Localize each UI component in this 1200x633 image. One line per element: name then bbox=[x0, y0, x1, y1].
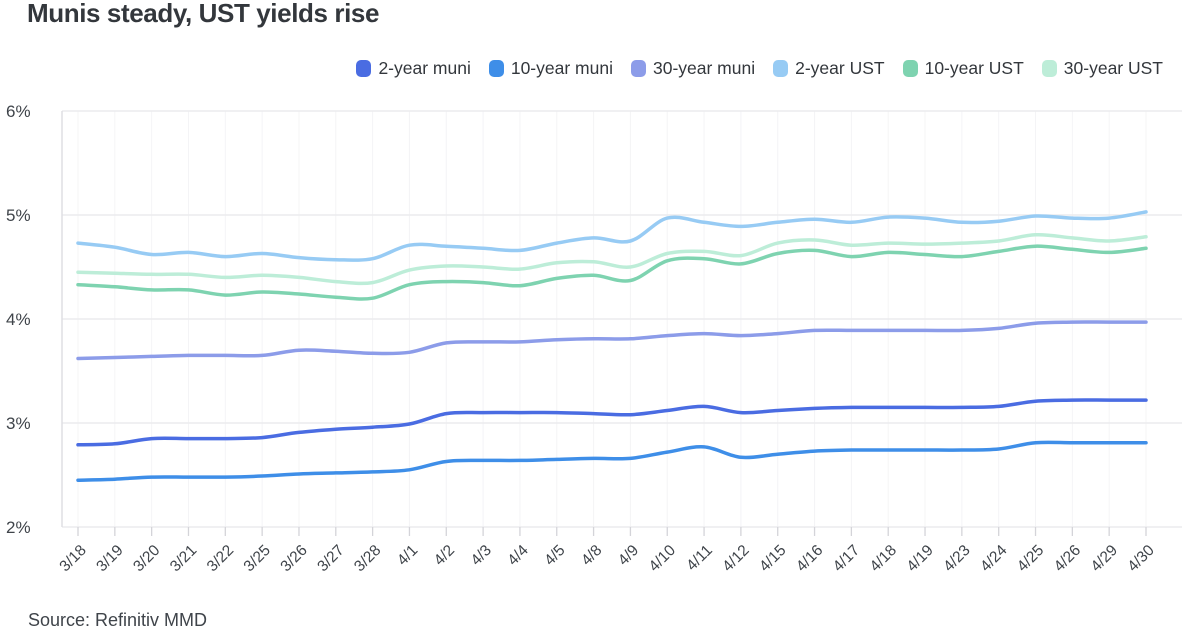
x-axis-label: 3/19 bbox=[93, 542, 126, 575]
legend-label: 2-year UST bbox=[795, 57, 885, 78]
legend-swatch-30-year-muni bbox=[630, 59, 646, 77]
x-axis-label: 4/25 bbox=[1014, 542, 1047, 575]
x-axis-label: 4/8 bbox=[578, 542, 605, 569]
series-line-10-year-ust bbox=[76, 244, 1148, 301]
x-axis-label: 4/18 bbox=[867, 542, 900, 575]
series-line-30-year-ust bbox=[76, 232, 1148, 286]
legend-label: 10-year UST bbox=[924, 57, 1024, 78]
y-axis-label: 6% bbox=[6, 102, 31, 121]
x-axis-label: 4/19 bbox=[904, 542, 937, 575]
series-line-2-year-ust bbox=[76, 210, 1148, 262]
y-axis-label: 4% bbox=[6, 310, 31, 329]
x-axis-label: 4/10 bbox=[646, 542, 680, 576]
legend-label: 10-year muni bbox=[510, 57, 613, 78]
x-axis-label: 4/1 bbox=[394, 542, 421, 569]
x-axis-label: 4/4 bbox=[504, 542, 532, 570]
y-axis-label: 3% bbox=[6, 414, 31, 433]
legend-label: 2-year muni bbox=[378, 57, 471, 78]
legend-item-30-year-muni: 30-year muni bbox=[630, 57, 756, 79]
series-line-2-year-muni bbox=[76, 398, 1148, 447]
x-axis-label: 3/27 bbox=[314, 542, 347, 575]
x-axis-label: 4/30 bbox=[1124, 542, 1158, 576]
x-axis-label: 4/24 bbox=[977, 542, 1011, 576]
x-axis-label: 3/18 bbox=[56, 542, 89, 575]
legend-swatch-30-year-ust bbox=[1041, 59, 1057, 77]
legend-swatch-10-year-ust bbox=[902, 59, 918, 77]
page-title: Munis steady, UST yields rise bbox=[27, 0, 380, 28]
x-axis-label: 3/25 bbox=[241, 542, 274, 575]
x-axis-label: 4/12 bbox=[719, 542, 752, 575]
legend-item-30-year-ust: 30-year UST bbox=[1041, 57, 1163, 79]
legend: 2-year muni 10-year muni 30-year muni 2-yea… bbox=[356, 55, 1163, 81]
legend-item-10-year-ust: 10-year UST bbox=[902, 57, 1024, 79]
x-axis-label: 3/28 bbox=[351, 542, 384, 575]
y-axis-label: 5% bbox=[6, 206, 31, 225]
x-axis-label: 4/17 bbox=[830, 542, 863, 575]
x-axis-label: 3/22 bbox=[204, 542, 237, 575]
legend-label: 30-year muni bbox=[652, 57, 756, 78]
x-axis-label: 4/15 bbox=[756, 542, 789, 575]
legend-swatch-10-year-muni bbox=[488, 59, 504, 77]
x-axis-label: 4/26 bbox=[1051, 542, 1084, 575]
x-axis-label: 4/5 bbox=[541, 542, 568, 569]
x-axis-label: 3/21 bbox=[167, 542, 200, 575]
series-line-30-year-muni bbox=[76, 320, 1148, 361]
x-axis-label: 3/20 bbox=[130, 542, 164, 576]
source-note: Source: Refinitiv MMD bbox=[28, 610, 208, 630]
legend-swatch-2-year-muni bbox=[356, 59, 372, 77]
legend-item-2-year-muni: 2-year muni bbox=[356, 57, 471, 79]
legend-item-2-year-ust: 2-year UST bbox=[773, 57, 885, 79]
x-axis-label: 4/11 bbox=[683, 542, 716, 575]
x-axis-label: 4/9 bbox=[615, 542, 642, 569]
x-axis-label: 4/3 bbox=[468, 542, 495, 569]
legend-item-10-year-muni: 10-year muni bbox=[488, 57, 613, 79]
x-axis-label: 4/16 bbox=[793, 542, 826, 575]
series-line-10-year-muni bbox=[76, 440, 1148, 482]
y-axis-label: 2% bbox=[6, 518, 31, 537]
x-axis-label: 4/23 bbox=[940, 542, 973, 575]
legend-swatch-2-year-ust bbox=[773, 59, 789, 77]
x-axis-label: 4/2 bbox=[431, 542, 458, 569]
x-axis-label: 3/26 bbox=[277, 542, 310, 575]
x-axis-label: 4/29 bbox=[1088, 542, 1121, 575]
legend-label: 30-year UST bbox=[1063, 57, 1163, 78]
